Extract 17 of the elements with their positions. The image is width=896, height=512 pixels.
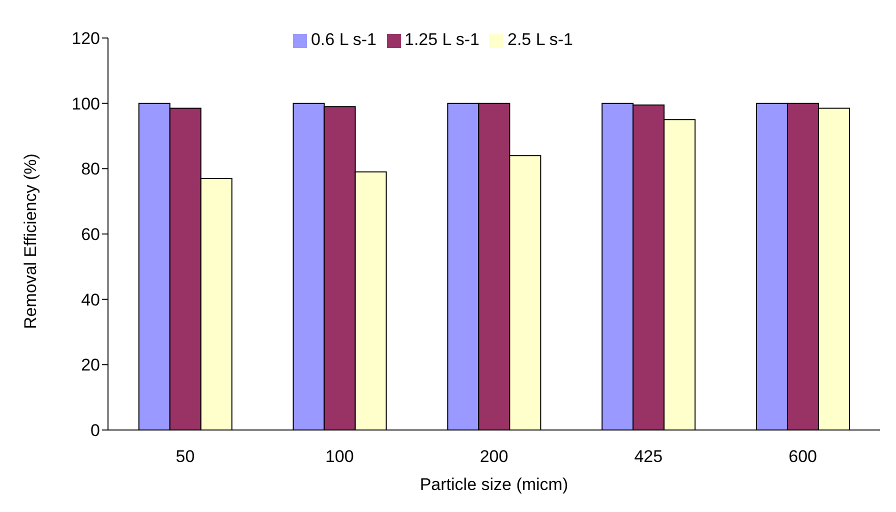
y-tick-label: 40 [81, 290, 100, 310]
x-tick-label: 200 [480, 447, 508, 466]
y-tick-label: 120 [72, 29, 100, 48]
y-tick-label: 100 [72, 94, 100, 114]
x-tick-label: 425 [634, 447, 663, 466]
legend-label: 2.5 L s-1 [507, 30, 574, 49]
x-tick-label: 600 [788, 447, 817, 466]
legend-label: 0.6 L s-1 [310, 30, 376, 49]
legend-label: 1.25 L s-1 [404, 30, 480, 49]
y-axis-title: Removal Efficiency (%) [21, 154, 40, 329]
y-tick-label: 0 [90, 421, 100, 440]
y-tick-label: 20 [81, 356, 100, 375]
y-tick-label: 60 [81, 225, 100, 244]
y-tick-label: 80 [81, 160, 100, 179]
x-tick-label: 100 [325, 447, 354, 466]
x-axis-title: Particle size (micm) [420, 475, 568, 494]
x-tick-label: 50 [176, 447, 195, 466]
